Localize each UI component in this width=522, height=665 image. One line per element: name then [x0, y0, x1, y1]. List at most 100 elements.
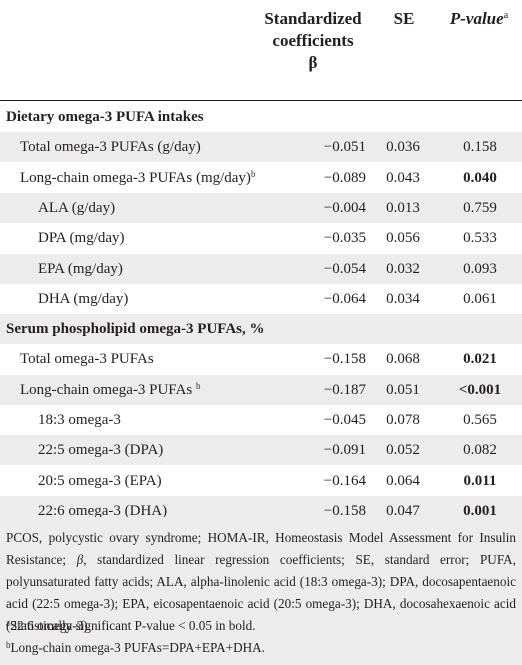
row-label-text: 22:6 omega-3 (DHA) [38, 502, 168, 519]
header-pvalue-label: P-value [449, 9, 504, 28]
table-row: 20:5 omega-3 (EPA) −0.164 0.064 0.011 [0, 466, 522, 496]
p-value-cell: 0.011 [463, 472, 497, 489]
row-label: DHA (mg/day) [38, 284, 128, 314]
row-label: Total omega-3 PUFAs [20, 344, 154, 374]
coefficient-cell: −0.158 [323, 502, 366, 519]
row-label-text: 20:5 omega-3 (EPA) [38, 472, 162, 489]
coefficient-cell: −0.187 [323, 381, 366, 398]
header-pvalue-sup: a [503, 10, 509, 21]
table-row: Total omega-3 PUFAs (g/day) −0.051 0.036 0.… [0, 132, 522, 163]
table-footnotes: PCOS, polycystic ovary syndrome; HOMA-IR… [0, 517, 522, 665]
section-header-row: Dietary omega-3 PUFA intakes [0, 102, 522, 132]
se-cell: 0.043 [386, 169, 420, 186]
row-label-text: ALA (g/day) [38, 199, 116, 216]
footnote-abbrev-part2: , standardized linear regression coeffic… [6, 552, 516, 633]
row-label: ALA (g/day) [38, 193, 115, 223]
row-label-text: 18:3 omega-3 [38, 412, 121, 428]
footnote-a: aStatistically significant P-value < 0.0… [6, 615, 516, 637]
section-label: Dietary omega-3 PUFA intakes [6, 102, 204, 132]
table-row: Long-chain omega-3 PUFAs b −0.187 0.051 <0.… [0, 374, 522, 405]
header-se: SE [393, 9, 415, 28]
row-label: 22:6 omega-3 (DHA) [38, 496, 167, 526]
row-label: 22:5 omega-3 (DPA) [38, 435, 163, 465]
p-value-cell: 0.001 [463, 502, 497, 519]
p-value-cell: 0.061 [463, 290, 497, 307]
row-label-text: Total omega-3 PUFAs (g/day) [20, 139, 201, 156]
section-label: Serum phospholipid omega-3 PUFAs, % [6, 314, 265, 344]
footnote-b-text: Long-chain omega-3 PUFAs=DPA+EPA+DHA. [10, 640, 265, 655]
row-label-text: DPA (mg/day) [38, 230, 125, 247]
coefficient-cell: −0.064 [323, 290, 366, 307]
table-row: Long-chain omega-3 PUFAs (mg/day)b −0.089… [0, 163, 522, 193]
se-cell: 0.078 [386, 412, 420, 428]
p-value-cell: 0.759 [463, 199, 497, 216]
footnote-a-text: Statistically significant P-value < 0.05… [10, 618, 256, 633]
row-label: Long-chain omega-3 PUFAs b [20, 375, 200, 405]
se-cell: 0.047 [386, 502, 420, 519]
table-row: 18:3 omega-3 −0.045 0.078 0.565 [0, 405, 522, 435]
coefficient-cell: −0.091 [323, 442, 366, 459]
se-cell: 0.052 [386, 442, 420, 459]
row-label-footnote-mark: b [250, 168, 256, 179]
row-label-text: Total omega-3 PUFAs [20, 351, 154, 368]
footnote-b-mark: b [6, 640, 11, 650]
se-cell: 0.034 [386, 290, 420, 307]
coefficient-cell: −0.164 [323, 472, 366, 489]
coefficient-cell: −0.035 [323, 230, 366, 247]
row-label-text: Long-chain omega-3 PUFAs [20, 381, 196, 398]
footnote-abbreviations: PCOS, polycystic ovary syndrome; HOMA-IR… [6, 527, 516, 637]
row-label: DPA (mg/day) [38, 223, 125, 253]
p-value-cell: 0.093 [463, 260, 497, 277]
coefficient-cell: −0.004 [323, 199, 366, 216]
table-row: DPA (mg/day) −0.035 0.056 0.533 [0, 223, 522, 253]
se-cell: 0.056 [386, 230, 420, 247]
coefficient-cell: −0.089 [323, 169, 366, 186]
section-header-row: Serum phospholipid omega-3 PUFAs, % [0, 314, 522, 345]
p-value-cell: <0.001 [458, 381, 502, 398]
row-label: 20:5 omega-3 (EPA) [38, 466, 162, 496]
row-label-text: DHA (mg/day) [38, 290, 129, 307]
p-value-cell: 0.565 [463, 412, 497, 428]
se-cell: 0.032 [386, 260, 420, 277]
se-cell: 0.051 [386, 381, 420, 398]
se-cell: 0.064 [386, 472, 420, 489]
coefficient-cell: −0.051 [323, 139, 366, 156]
table-row: Total omega-3 PUFAs −0.158 0.068 0.021 [0, 344, 522, 374]
row-label-text: Dietary omega-3 PUFA intakes [6, 109, 204, 125]
table-row: 22:5 omega-3 (DPA) −0.091 0.052 0.082 [0, 435, 522, 466]
header-pvalue: P-valuea [436, 8, 522, 30]
coefficient-cell: −0.045 [323, 412, 366, 428]
se-cell: 0.068 [386, 351, 420, 368]
coefficient-cell: −0.054 [323, 260, 366, 277]
row-label: EPA (mg/day) [38, 254, 123, 284]
p-value-cell: 0.040 [463, 169, 497, 186]
header-coefficients: Standardized coefficients β [250, 8, 376, 74]
row-label: 18:3 omega-3 [38, 405, 121, 435]
footnote-beta: β [76, 552, 84, 567]
row-label: Long-chain omega-3 PUFAs (mg/day)b [20, 163, 255, 193]
p-value-cell: 0.021 [463, 351, 497, 368]
table-row: EPA (mg/day) −0.054 0.032 0.093 [0, 253, 522, 284]
header-rule [0, 100, 522, 101]
p-value-cell: 0.533 [463, 230, 497, 247]
se-cell: 0.013 [386, 199, 420, 216]
p-value-cell: 0.158 [463, 139, 497, 156]
coefficient-cell: −0.158 [323, 351, 366, 368]
table-row: ALA (g/day) −0.004 0.013 0.759 [0, 192, 522, 223]
row-label-text: EPA (mg/day) [38, 260, 123, 277]
p-value-cell: 0.082 [463, 442, 497, 459]
header-coef-beta: β [308, 53, 318, 72]
row-label: Total omega-3 PUFAs (g/day) [20, 132, 201, 162]
table-row: DHA (mg/day) −0.064 0.034 0.061 [0, 284, 522, 314]
row-label-text: Long-chain omega-3 PUFAs (mg/day) [20, 169, 251, 186]
se-cell: 0.036 [386, 139, 420, 156]
row-label-footnote-mark: b [195, 380, 201, 391]
footnote-b: bLong-chain omega-3 PUFAs=DPA+EPA+DHA. [6, 637, 516, 659]
footnote-abbrev-part1: PCOS, polycystic ovary syndrome; HOMA-IR… [6, 530, 516, 567]
footnote-a-mark: a [6, 618, 10, 628]
header-coef-line1: Standardized [264, 9, 362, 28]
header-coef-line2: coefficients [272, 31, 354, 50]
row-label-text: 22:5 omega-3 (DPA) [38, 442, 164, 459]
row-label-text: Serum phospholipid omega-3 PUFAs, % [6, 321, 265, 338]
